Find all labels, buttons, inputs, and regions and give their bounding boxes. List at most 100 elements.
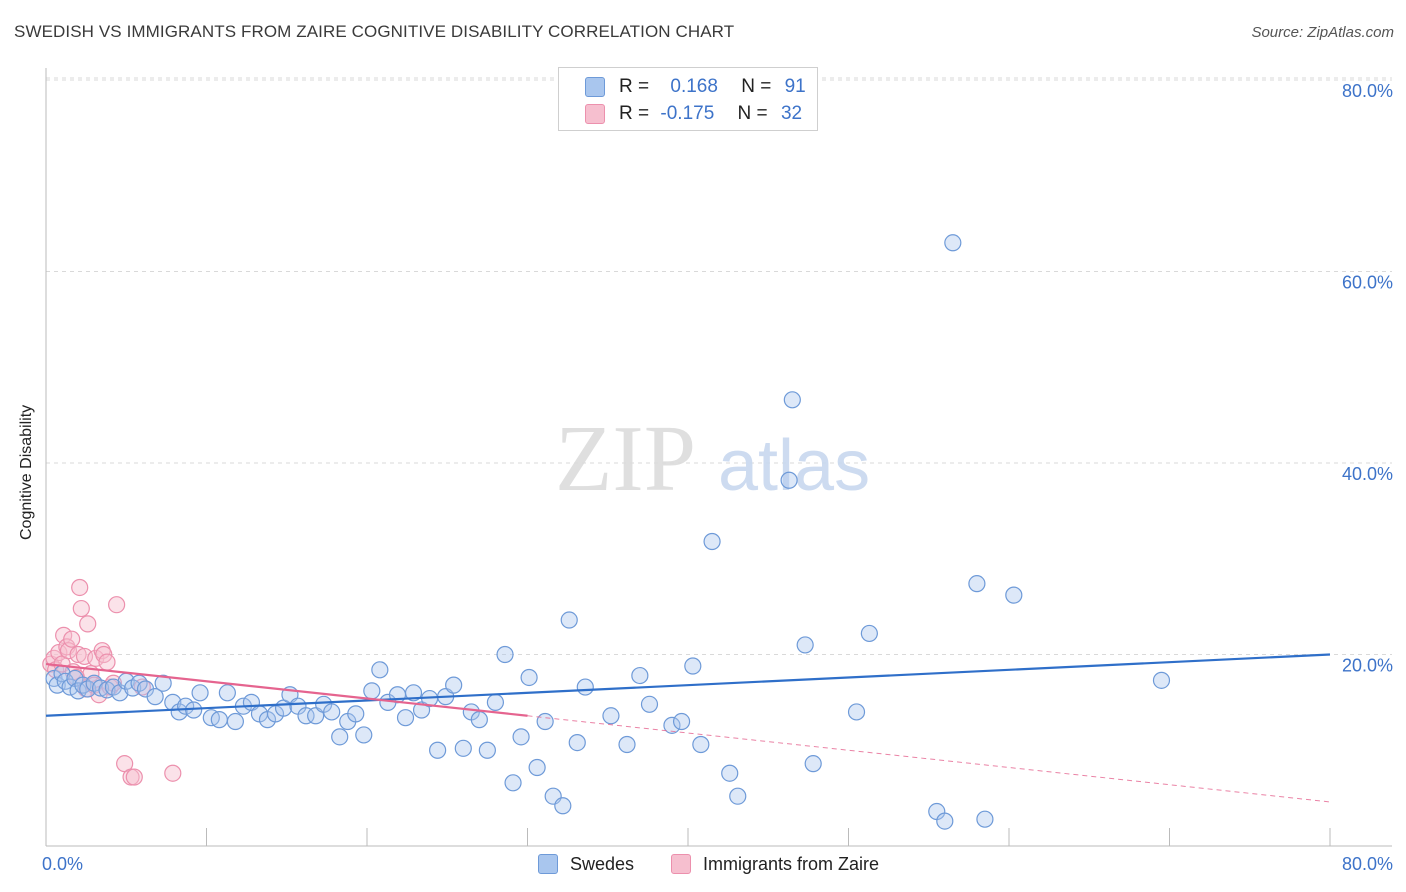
x-tick-label-max: 80.0% xyxy=(1342,854,1393,874)
swedes-point xyxy=(860,624,878,643)
y-axis-label: Cognitive Disability xyxy=(18,404,35,540)
zaire-point xyxy=(63,630,81,648)
swedes-point xyxy=(554,797,572,815)
zaire-point xyxy=(98,653,116,671)
zaire-point xyxy=(125,768,143,786)
source-label: Source: ZipAtlas.com xyxy=(1251,24,1394,41)
legend-swedes-n-label: N = xyxy=(741,76,772,97)
legend-swedes-r-label: R = xyxy=(619,76,650,97)
swedes-point xyxy=(640,695,659,713)
swedes-point xyxy=(976,810,994,828)
zaire-point xyxy=(71,578,89,597)
swedes-point xyxy=(355,726,373,744)
swedes-point xyxy=(91,679,110,697)
legend-swatch-zaire xyxy=(585,104,605,124)
swedes-point xyxy=(536,712,554,731)
watermark-atlas: atlas xyxy=(718,426,870,506)
swedes-point xyxy=(796,636,814,654)
x-tick-label-min: 0.0% xyxy=(42,854,83,874)
swedes-point xyxy=(454,739,472,757)
swedes-point xyxy=(404,684,423,702)
swedes-point xyxy=(445,676,463,694)
swedes-point xyxy=(486,693,504,711)
zaire-point xyxy=(79,615,97,633)
swedes-point xyxy=(1005,586,1023,604)
swedes-point xyxy=(512,728,530,746)
swedes-point xyxy=(154,674,172,692)
swedes-point xyxy=(146,688,164,706)
watermark-zip: ZIP xyxy=(555,407,696,511)
zaire-point xyxy=(72,599,90,618)
legend-swedes-r-value: 0.168 xyxy=(670,76,718,97)
swedes-point xyxy=(780,471,798,489)
swedes-point xyxy=(371,661,389,679)
swedes-point xyxy=(944,234,962,252)
zaire-point xyxy=(104,674,123,692)
swedes-point xyxy=(429,741,447,759)
swedes-point xyxy=(568,733,586,752)
swedes-point xyxy=(968,575,986,593)
legend-zaire-r-label: R = xyxy=(619,103,650,124)
swedes-point xyxy=(528,758,546,777)
legend-swedes-n-value: 91 xyxy=(784,76,806,97)
swedes-point xyxy=(804,755,822,773)
swedes-point xyxy=(61,678,79,696)
swedes-point xyxy=(618,735,636,754)
y-tick-label: 40.0% xyxy=(1342,464,1393,484)
bottom-legend-swedes: Swedes xyxy=(538,852,634,876)
swedes-point xyxy=(520,668,538,687)
swedes-point xyxy=(729,787,747,805)
swedes-point xyxy=(684,657,702,675)
bottom-legend-swatch-zaire xyxy=(671,854,691,874)
swedes-point xyxy=(478,741,496,759)
bottom-legend-label-swedes: Swedes xyxy=(570,853,635,874)
swedes-point xyxy=(504,774,522,792)
swedes-point xyxy=(560,611,578,629)
trend-lines xyxy=(45,653,1331,803)
correlation-legend: R = 0.168 N = 91 R = -0.175 N = 32 xyxy=(558,67,818,131)
swedes-point xyxy=(347,705,365,723)
swedes-point xyxy=(692,735,710,754)
swedes-point xyxy=(703,532,721,551)
chart-title: SWEDISH VS IMMIGRANTS FROM ZAIRE COGNITI… xyxy=(14,22,735,41)
series-swedes-points xyxy=(45,234,1171,830)
bottom-legend-zaire: Immigrants from Zaire xyxy=(671,852,879,876)
swedes-point xyxy=(663,716,681,734)
swedes-trend-line xyxy=(45,653,1331,717)
swedes-point xyxy=(602,707,620,725)
legend-zaire-n-label: N = xyxy=(737,103,768,124)
swedes-point xyxy=(218,684,236,702)
watermark: ZIP atlas xyxy=(555,407,870,511)
swedes-point xyxy=(631,666,649,685)
zaire-point xyxy=(69,645,87,664)
swedes-point xyxy=(170,703,188,721)
swedes-point xyxy=(783,391,801,409)
swedes-point xyxy=(297,707,315,725)
y-tick-label: 20.0% xyxy=(1342,656,1393,676)
swedes-point xyxy=(226,712,244,731)
legend-zaire-n-value: 32 xyxy=(780,103,803,124)
swedes-point xyxy=(576,678,594,696)
swedes-point xyxy=(323,703,341,721)
zaire-point xyxy=(164,764,182,782)
swedes-point xyxy=(721,764,739,782)
zaire-point xyxy=(108,596,126,614)
bottom-legend-label-zaire: Immigrants from Zaire xyxy=(703,853,880,874)
swedes-point xyxy=(191,684,209,702)
swedes-point xyxy=(331,728,349,746)
legend-zaire-r-value: -0.175 xyxy=(660,103,715,124)
swedes-point xyxy=(130,674,148,692)
swedes-point xyxy=(1152,671,1171,689)
swedes-point xyxy=(79,680,97,698)
tick-labels: 20.0% 40.0% 60.0% 80.0% 0.0% 80.0% xyxy=(42,81,1393,874)
swedes-point xyxy=(496,645,514,664)
zaire-trend-line xyxy=(45,662,528,717)
gridlines xyxy=(46,77,1392,655)
swedes-point xyxy=(672,712,691,731)
y-tick-label: 60.0% xyxy=(1342,273,1393,293)
y-tick-label: 80.0% xyxy=(1342,81,1393,101)
axes xyxy=(45,68,1392,847)
swedes-point xyxy=(847,703,866,721)
swedes-point xyxy=(210,711,228,729)
